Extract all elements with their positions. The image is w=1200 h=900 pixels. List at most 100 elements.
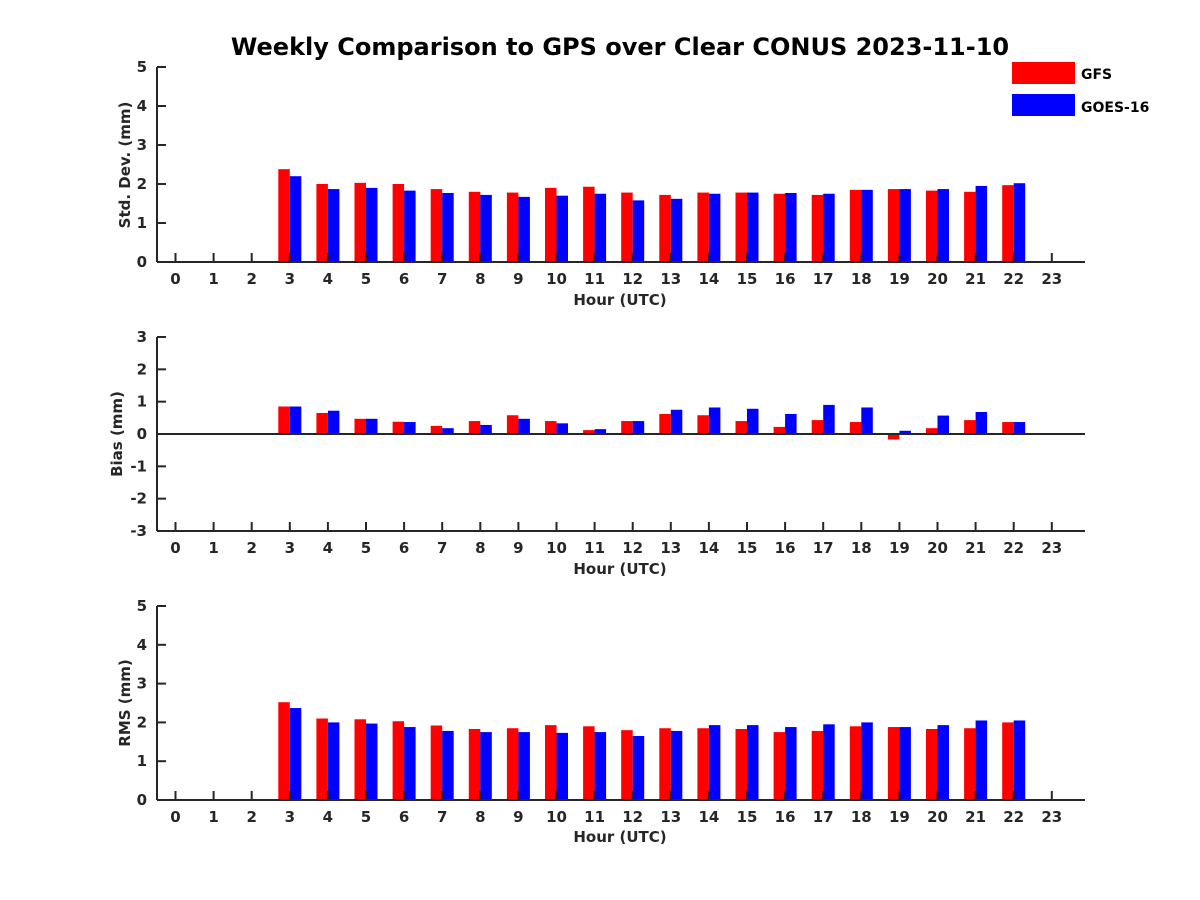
x-tick-label: 12 (622, 539, 643, 557)
x-tick-label: 19 (889, 808, 910, 826)
bar-goes16-hour-19 (899, 727, 911, 800)
bar-goes16-hour-10 (556, 423, 568, 434)
bar-goes16-hour-11 (594, 429, 607, 434)
x-tick-label: 1 (208, 270, 218, 288)
x-tick-label: 2 (246, 270, 256, 288)
bar-gfs-hour-14 (697, 728, 709, 800)
bar-goes16-hour-19 (899, 430, 911, 434)
bar-goes16-hour-20 (937, 415, 949, 434)
bar-gfs-hour-19 (887, 189, 900, 262)
bar-goes16-hour-16 (785, 192, 797, 262)
x-tick-label: 8 (475, 539, 485, 557)
bar-gfs-hour-16 (773, 426, 786, 434)
x-tick-label: 17 (813, 539, 834, 557)
bar-gfs-hour-11 (583, 726, 595, 800)
bar-gfs-hour-3 (278, 702, 290, 800)
bar-goes16-hour-22 (1013, 183, 1026, 262)
y-tick-label: 0 (137, 253, 147, 271)
bar-gfs-hour-13 (659, 413, 671, 434)
x-tick-label: 23 (1041, 808, 1062, 826)
bar-gfs-hour-10 (545, 725, 557, 800)
x-tick-label: 3 (285, 270, 295, 288)
bar-gfs-hour-17 (811, 194, 824, 262)
legend-swatch-gfs (1012, 62, 1075, 84)
x-tick-label: 2 (246, 539, 256, 557)
bar-goes16-hour-13 (670, 409, 683, 434)
x-tick-label: 8 (475, 270, 485, 288)
bar-goes16-hour-4 (327, 722, 340, 800)
bar-gfs-hour-12 (621, 192, 633, 262)
y-tick-label: -3 (130, 522, 147, 540)
x-tick-label: 16 (775, 808, 796, 826)
bar-goes16-hour-17 (823, 404, 835, 434)
bar-goes16-hour-5 (366, 723, 378, 800)
bar-goes16-hour-5 (366, 418, 378, 434)
bar-gfs-hour-15 (735, 192, 747, 262)
bar-goes16-hour-15 (747, 192, 759, 262)
x-tick-label: 14 (698, 808, 719, 826)
y-tick-label: 4 (137, 97, 147, 115)
bar-goes16-hour-8 (480, 194, 492, 262)
x-tick-label: 10 (546, 808, 567, 826)
x-tick-label: 22 (1003, 808, 1024, 826)
bar-goes16-hour-5 (366, 187, 378, 262)
bar-gfs-hour-17 (811, 730, 824, 800)
x-tick-label: 20 (927, 808, 948, 826)
x-axis-label: Hour (UTC) (573, 560, 666, 578)
bar-goes16-hour-22 (1013, 720, 1026, 800)
bar-goes16-hour-15 (747, 408, 759, 434)
x-tick-label: 3 (285, 539, 295, 557)
bar-goes16-hour-10 (556, 732, 568, 800)
bar-goes16-hour-6 (404, 190, 416, 262)
bar-goes16-hour-3 (289, 708, 302, 800)
bar-gfs-hour-20 (926, 728, 938, 800)
x-tick-label: 1 (208, 808, 218, 826)
bar-gfs-hour-7 (430, 189, 443, 262)
x-tick-label: 17 (813, 808, 834, 826)
bar-goes16-hour-7 (442, 428, 454, 434)
bar-gfs-hour-5 (354, 418, 366, 434)
bar-goes16-hour-12 (632, 200, 645, 262)
bar-goes16-hour-17 (823, 724, 835, 800)
bar-goes16-hour-4 (327, 189, 340, 262)
bar-gfs-hour-19 (887, 434, 900, 440)
bar-gfs-hour-21 (964, 191, 976, 262)
bar-gfs-hour-8 (468, 421, 481, 434)
x-tick-label: 3 (285, 808, 295, 826)
x-tick-label: 7 (437, 270, 447, 288)
bar-goes16-hour-21 (975, 185, 988, 262)
y-tick-label: 0 (137, 425, 147, 443)
bar-goes16-hour-7 (442, 192, 454, 262)
y-tick-label: 3 (137, 136, 147, 154)
x-tick-label: 5 (361, 808, 371, 826)
x-tick-label: 20 (927, 270, 948, 288)
x-tick-label: 15 (737, 539, 758, 557)
bar-goes16-hour-21 (975, 720, 988, 800)
x-tick-label: 13 (660, 270, 681, 288)
bar-gfs-hour-9 (506, 415, 519, 434)
x-tick-label: 14 (698, 270, 719, 288)
bar-gfs-hour-20 (926, 190, 938, 262)
bar-gfs-hour-16 (773, 193, 786, 262)
bar-gfs-hour-12 (621, 730, 633, 800)
bar-goes16-hour-9 (518, 732, 530, 800)
bar-gfs-hour-8 (468, 728, 481, 800)
x-tick-label: 16 (775, 539, 796, 557)
x-tick-label: 22 (1003, 270, 1024, 288)
y-axis-label: Std. Dev. (mm) (116, 102, 134, 229)
y-tick-label: 0 (137, 791, 147, 809)
bar-goes16-hour-3 (289, 176, 302, 262)
bar-gfs-hour-14 (697, 192, 709, 262)
x-tick-label: 17 (813, 270, 834, 288)
x-tick-label: 6 (399, 270, 409, 288)
x-tick-label: 15 (737, 808, 758, 826)
x-tick-label: 8 (475, 808, 485, 826)
bar-gfs-hour-8 (468, 191, 481, 262)
legend-label-gfs: GFS (1081, 67, 1112, 83)
x-tick-label: 11 (584, 270, 605, 288)
x-tick-label: 0 (170, 808, 180, 826)
x-tick-label: 0 (170, 539, 180, 557)
y-tick-label: 4 (137, 636, 147, 654)
